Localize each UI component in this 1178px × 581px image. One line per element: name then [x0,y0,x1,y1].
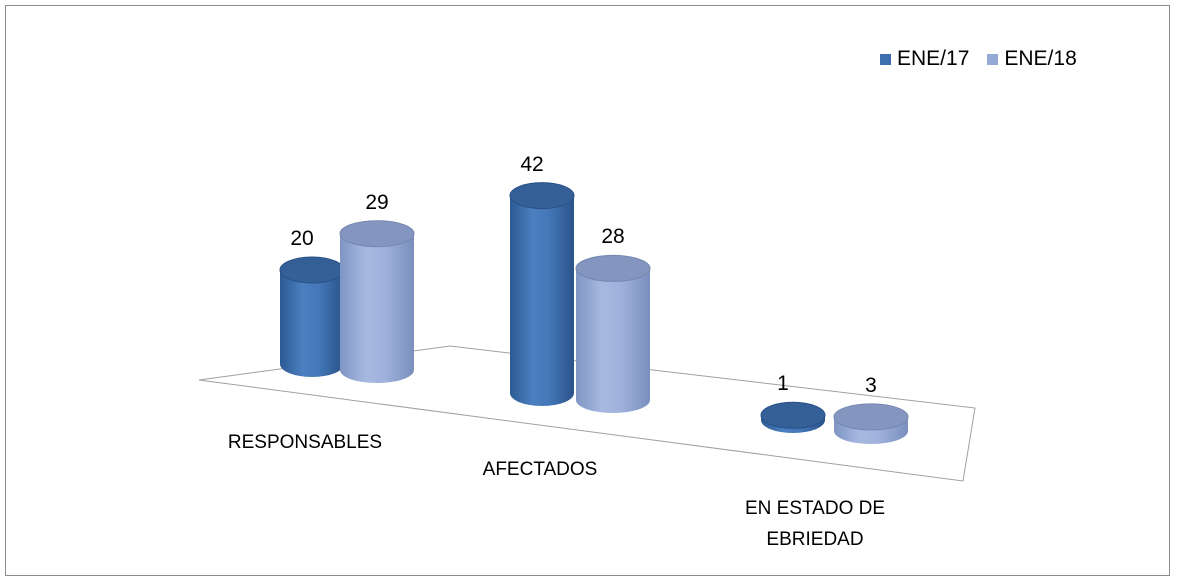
bar-0-1 [339,220,415,383]
category-label-0: RESPONSABLES [227,432,383,453]
data-label-2-0: 1 [777,372,789,396]
legend-swatch [987,53,999,65]
data-label-1-0: 42 [520,152,544,176]
bar-1-0 [509,182,575,406]
legend-label: ENE/18 [1004,47,1077,70]
bar-2-1 [833,403,909,444]
legend-label: ENE/17 [897,47,970,70]
data-label-0-0: 20 [290,227,314,250]
legend: ENE/17 ENE/18 [880,47,1077,71]
bar-1-1 [575,254,651,413]
data-label-0-1: 29 [365,190,389,214]
data-label-2-1: 3 [865,373,877,397]
legend-swatch [880,53,891,65]
bar-0-0 [279,256,345,377]
category-label-2: EN ESTADO DE EBRIEDAD [744,498,886,550]
bar-2-0 [760,401,826,433]
category-label-1: AFECTADOS [482,459,598,480]
legend-item-1: ENE/18 [987,47,1077,71]
legend-item-0: ENE/17 [880,47,969,71]
data-label-1-1: 28 [601,225,625,249]
